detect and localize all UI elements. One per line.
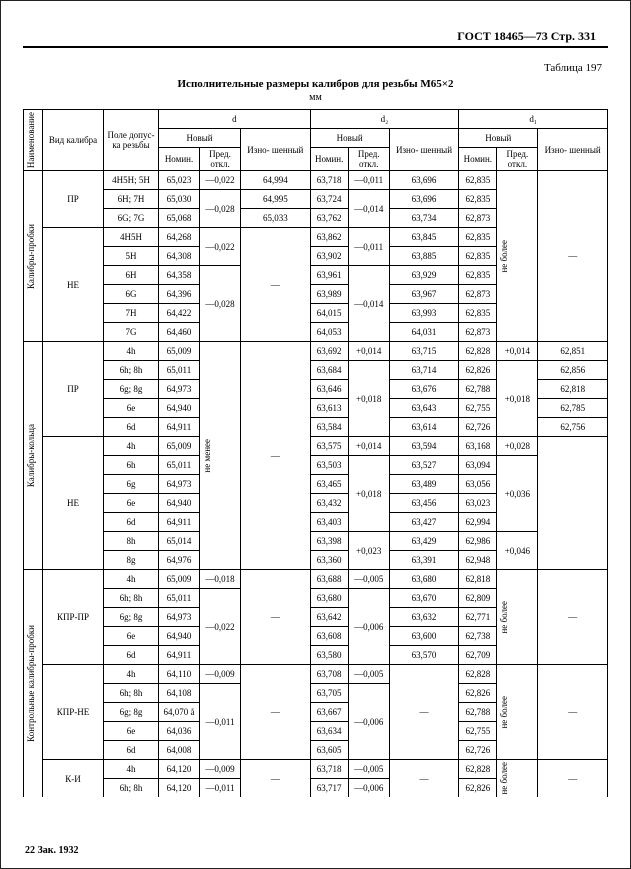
table-row: К-И 4h 64,120 —0,009 — 63,718 —0,005 — 6… [24,760,608,779]
d-nom: Номин. [159,148,200,171]
col-tol: Поле допус- ка резьбы [104,110,159,171]
kind: ПР [43,171,104,228]
col-name: Наименование [26,111,36,169]
main-table: Наименование Вид калибра Поле допус- ка … [23,109,608,797]
table-row: КПР-НЕ 4h 64,110 —0,009 — 63,708 —0,005 … [24,665,608,684]
d1-worn: Изно- шенный [538,129,608,171]
d1-nom: Номин. [459,148,497,171]
d-pred: —0,022 [200,171,241,190]
d-worn: 64,994 [241,171,311,190]
units: мм [23,92,608,103]
d-worn: Изно- шенный [241,129,311,171]
d-nom: 65,023 [159,171,200,190]
tol: 4H5H; 5H [104,171,159,190]
d1-new: Новый [459,129,538,148]
header-rule [23,46,608,48]
d1-nom: 62,835 [459,171,497,190]
d2-worn: Изно- шенный [389,129,459,171]
col-d1: d₁ [459,110,608,129]
col-d: d [159,110,311,129]
kind: К-И [43,760,104,798]
col-d2: d₂ [310,110,459,129]
table-row: Контрольные калибры-пробки КПР-ПР 4h 65,… [24,570,608,589]
table-row: 6h 65,011 63,503 +0,018 63,527 63,094 +0… [24,456,608,475]
table-row: НЕ 4h 65,009 63,575 +0,014 63,594 63,168… [24,437,608,456]
d2-pred: —0,011 [348,171,389,190]
d2-worn: 63,696 [389,171,459,190]
d-new: Новый [159,129,241,148]
footer: 22 Зак. 1932 [25,845,79,856]
group-label: Калибры-пробки [26,223,36,290]
kind: ПР [43,342,104,437]
d2-nom: 63,718 [310,171,348,190]
col-kind: Вид калибра [43,110,104,171]
d1-worn: — [538,171,608,342]
table-row: Калибры-пробки ПР 4H5H; 5H 65,023 —0,022… [24,171,608,190]
table-row: 6h; 8h 65,011 63,684 +0,018 63,714 62,82… [24,361,608,380]
page: ГОСТ 18465—73 Стр. 331 Таблица 197 Испол… [0,0,631,869]
d1-pred: Пред. откл. [497,148,538,171]
hdr-row-1: Наименование Вид калибра Поле допус- ка … [24,110,608,129]
kind: НЕ [43,437,104,570]
d2-pred: Пред. откл. [348,148,389,171]
gost-header: ГОСТ 18465—73 Стр. 331 [23,29,608,44]
table-number: Таблица 197 [23,62,602,74]
group-label: Контрольные калибры-пробки [26,624,36,743]
d1-pred: не более [499,239,509,274]
table-row: 8h 65,014 63,398 +0,023 63,429 62,986 +0… [24,532,608,551]
kind: КПР-НЕ [43,665,104,760]
kind: КПР-ПР [43,570,104,665]
group-label: Калибры-кольца [26,423,36,488]
kind: НЕ [43,228,104,342]
d2-nom: Номин. [310,148,348,171]
d-pred: Пред. откл. [200,148,241,171]
table-row: Калибры-кольца ПР 4h 65,009 не менее — 6… [24,342,608,361]
table-title: Исполнительные размеры калибров для резь… [23,78,608,90]
d2-new: Новый [310,129,389,148]
